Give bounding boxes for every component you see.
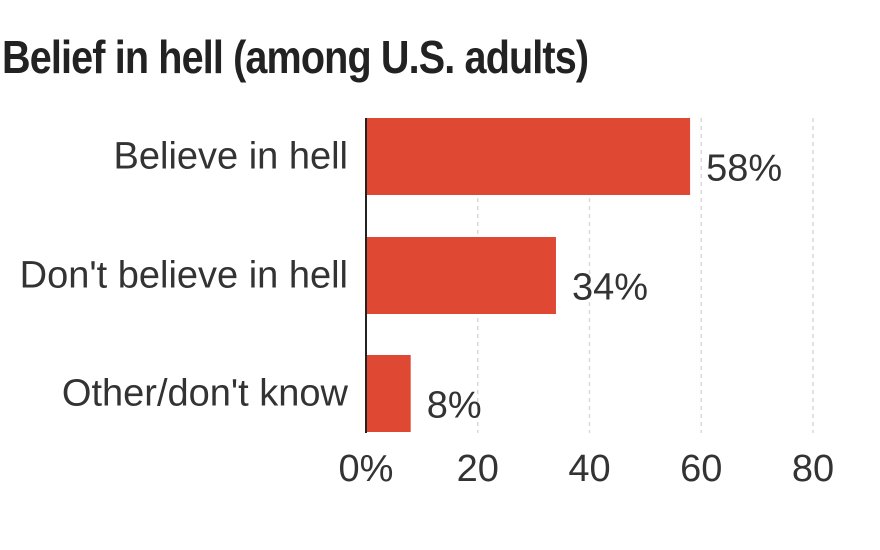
x-tick-label-2: 40 bbox=[568, 448, 610, 490]
bar-1 bbox=[366, 118, 691, 195]
value-label-2: 34% bbox=[572, 267, 648, 309]
bars bbox=[366, 118, 691, 432]
x-tick-label-4: 80 bbox=[792, 448, 834, 490]
bar-2 bbox=[366, 237, 556, 314]
category-label-1: Believe in hell bbox=[114, 136, 348, 178]
category-label-3: Other/don't know bbox=[62, 373, 349, 415]
bar-3 bbox=[366, 355, 411, 432]
x-tick-label-1: 20 bbox=[457, 448, 499, 490]
category-label-2: Don't believe in hell bbox=[20, 255, 348, 297]
x-tick-label-3: 60 bbox=[680, 448, 722, 490]
value-label-1: 58% bbox=[706, 148, 782, 190]
chart-title: Belief in hell (among U.S. adults) bbox=[2, 31, 589, 83]
value-label-3: 8% bbox=[427, 385, 482, 427]
labels: Believe in hell 58% Don't believe in hell 3… bbox=[20, 136, 834, 491]
x-tick-label-0: 0% bbox=[339, 448, 394, 490]
